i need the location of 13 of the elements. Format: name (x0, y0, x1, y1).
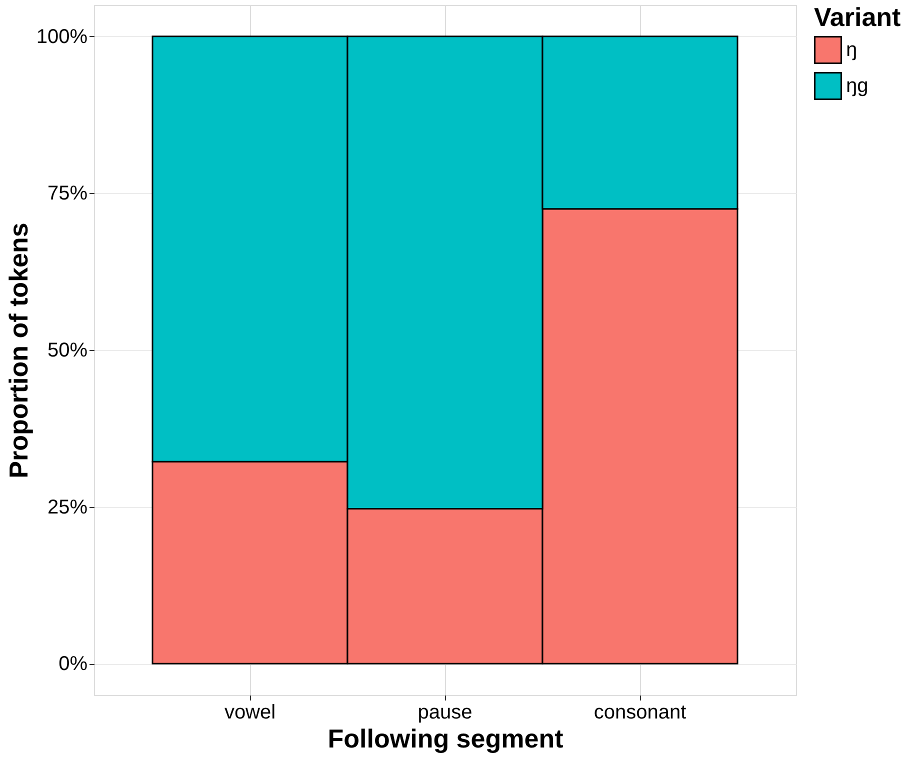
legend-label: ŋ (846, 39, 858, 61)
y-axis-title: Proportion of tokens (3, 222, 34, 478)
y-tick-label: 25% (47, 496, 88, 518)
y-tick-label: 50% (47, 340, 88, 362)
x-tick-label: vowel (224, 702, 276, 724)
legend-title: Variant (814, 2, 902, 32)
y-tick-label: 100% (36, 26, 88, 48)
y-tick-label: 0% (58, 653, 88, 676)
y-tick-label: 75% (47, 182, 88, 205)
x-tick-label: pause (418, 702, 472, 724)
x-tick-label: consonant (594, 702, 687, 724)
x-axis-title: Following segment (328, 724, 564, 754)
legend-label: ŋg (846, 75, 868, 97)
